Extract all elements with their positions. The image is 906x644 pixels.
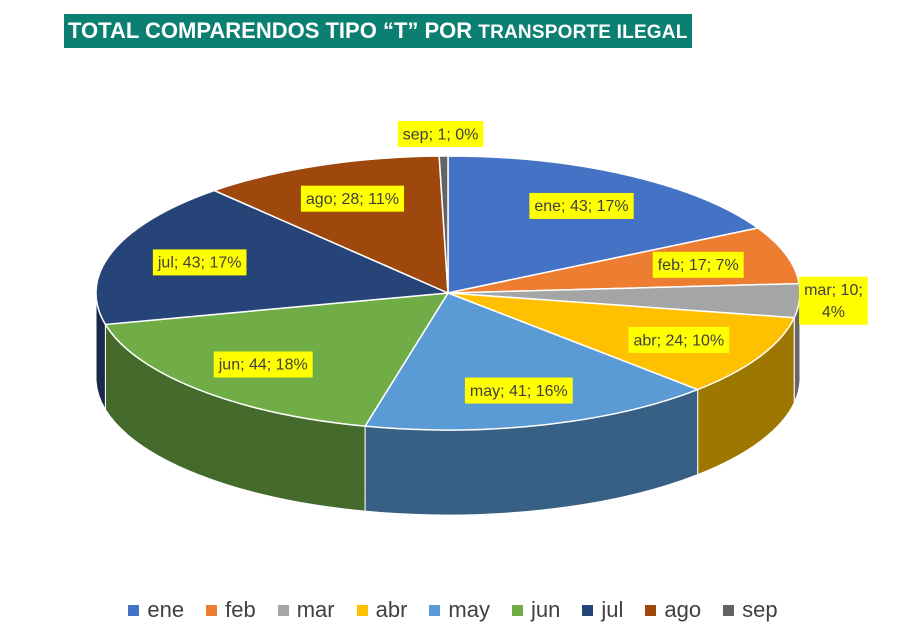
legend-swatch bbox=[582, 604, 594, 616]
data-label-feb: feb; 17; 7% bbox=[652, 251, 744, 278]
legend-swatch bbox=[128, 604, 140, 616]
legend-swatch bbox=[277, 604, 289, 616]
chart-title-caps: TRANSPORTE ILEGAL bbox=[478, 22, 688, 43]
legend-item-jul: jul bbox=[582, 597, 623, 623]
data-label-box bbox=[652, 251, 744, 278]
pie-slice-may bbox=[364, 292, 699, 431]
data-label-may: may; 41; 16% bbox=[464, 377, 573, 404]
legend-item-feb: feb bbox=[206, 597, 256, 623]
pie-slice-sep bbox=[438, 155, 449, 294]
data-label-jul: jul; 43; 17% bbox=[152, 249, 247, 276]
pie-slice-abr bbox=[447, 292, 795, 391]
data-label-text: mar; 10; 4% bbox=[804, 282, 863, 321]
data-label-text: ago; 28; 11% bbox=[306, 191, 399, 208]
legend-item-ene: ene bbox=[128, 597, 184, 623]
legend-item-abr: abr bbox=[356, 597, 408, 623]
data-label-text: ene; 43; 17% bbox=[534, 198, 628, 215]
chart-title-main: TOTAL COMPARENDOS TIPO “T” POR bbox=[68, 18, 479, 43]
legend-label: ene bbox=[147, 597, 185, 622]
data-label-abr: abr; 24; 10% bbox=[628, 326, 730, 353]
legend-label: abr bbox=[375, 597, 408, 622]
data-label-text: sep; 1; 0% bbox=[403, 126, 479, 143]
data-label-box bbox=[152, 249, 247, 276]
data-label-text: may; 41; 16% bbox=[470, 383, 568, 400]
data-label-box bbox=[464, 377, 573, 404]
data-label-text: abr; 24; 10% bbox=[633, 332, 724, 349]
legend-item-mar: mar bbox=[277, 597, 335, 623]
legend-swatch bbox=[206, 604, 218, 616]
pie-slice-ene bbox=[447, 155, 759, 294]
legend-swatch bbox=[511, 604, 523, 616]
legend-item-may: may bbox=[429, 597, 490, 623]
data-label-box bbox=[300, 185, 405, 212]
data-label-sep: sep; 1; 0% bbox=[397, 121, 484, 148]
legend-label: ago bbox=[664, 597, 702, 622]
data-label-ago: ago; 28; 11% bbox=[300, 185, 405, 212]
data-label-jun: jun; 44; 18% bbox=[213, 351, 313, 378]
legend: ene feb mar abr may jun jul ago sep bbox=[0, 592, 906, 628]
data-label-box bbox=[799, 276, 868, 325]
data-labels: ene; 43; 17% feb; 17; 7% mar; 10; 4% abr; 24… bbox=[152, 121, 868, 404]
legend-swatch bbox=[645, 604, 657, 616]
data-label-box bbox=[529, 192, 634, 219]
legend-label: mar bbox=[296, 597, 335, 622]
data-label-box bbox=[213, 351, 313, 378]
legend-item-ago: ago bbox=[645, 597, 701, 623]
data-label-ene: ene; 43; 17% bbox=[529, 192, 634, 219]
legend-swatch bbox=[356, 604, 368, 616]
legend-label: sep bbox=[742, 597, 778, 622]
legend-swatch bbox=[429, 604, 441, 616]
legend-label: may bbox=[448, 597, 490, 622]
data-label-mar: mar; 10; 4% bbox=[799, 276, 868, 325]
legend-label: jun bbox=[530, 597, 561, 622]
data-label-box bbox=[397, 121, 484, 148]
data-label-box bbox=[628, 326, 730, 353]
legend-label: jul bbox=[601, 597, 624, 622]
legend-label: feb bbox=[225, 597, 256, 622]
data-label-text: jul; 43; 17% bbox=[157, 255, 242, 272]
legend-item-sep: sep bbox=[723, 597, 778, 623]
data-label-text: jun; 44; 18% bbox=[218, 357, 308, 374]
legend-item-jun: jun bbox=[511, 597, 561, 623]
pie-chart: ene; 43; 17% feb; 17; 7% mar; 10; 4% abr; 24… bbox=[95, 121, 868, 516]
data-label-text: feb; 17; 7% bbox=[658, 257, 739, 274]
legend-swatch bbox=[723, 604, 735, 616]
pie-slices bbox=[95, 155, 801, 431]
pie-slice-jul bbox=[95, 189, 449, 326]
chart-title: TOTAL COMPARENDOS TIPO “T” POR TRANSPORT… bbox=[64, 14, 692, 48]
